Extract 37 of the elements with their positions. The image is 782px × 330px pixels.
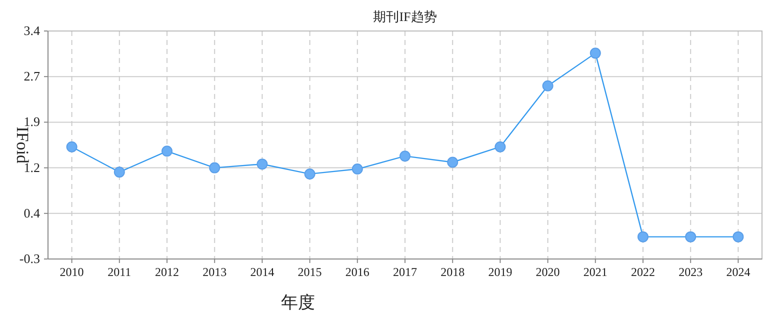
point (685, 231, 696, 242)
x-tick-label: 2014 (250, 265, 274, 279)
point (638, 231, 648, 242)
x-tick-label: 2023 (678, 265, 703, 279)
point (732, 231, 744, 242)
x-tick-label: 2021 (583, 265, 608, 279)
x-tick-label: 2019 (488, 265, 512, 279)
point (590, 48, 601, 59)
point (162, 146, 172, 157)
y-tick-label: 0.4 (24, 205, 40, 220)
x-tick-label: 2010 (60, 265, 84, 279)
point (304, 168, 316, 180)
point (66, 141, 78, 152)
point (400, 150, 410, 162)
x-axis-title: 年度 (281, 293, 315, 312)
x-tick-label: 2012 (155, 265, 179, 279)
x-tick-label: 2016 (345, 265, 370, 279)
point (447, 156, 458, 168)
y-tick-label: 3.4 (24, 23, 40, 38)
y-tick-label: 2.7 (24, 68, 40, 84)
x-tick-label: 2017 (393, 265, 417, 279)
x-tick-label: 2018 (440, 265, 465, 279)
point (352, 164, 363, 175)
x-tick-label: 2022 (631, 265, 655, 279)
y-axis-title: IFoid (13, 126, 32, 164)
x-tick-label: 2015 (298, 265, 322, 279)
point (209, 162, 220, 174)
chart-title: 期刊IF趋势 (373, 9, 437, 24)
point (542, 80, 554, 92)
y-tick-label: -0.3 (19, 251, 40, 266)
point (256, 158, 268, 170)
point (494, 141, 506, 152)
x-tick-label: 2024 (726, 265, 750, 279)
x-tick-label: 2013 (202, 265, 227, 279)
point (114, 166, 125, 178)
x-tick-label: 2011 (108, 265, 132, 279)
x-tick-label: 2020 (536, 265, 560, 279)
